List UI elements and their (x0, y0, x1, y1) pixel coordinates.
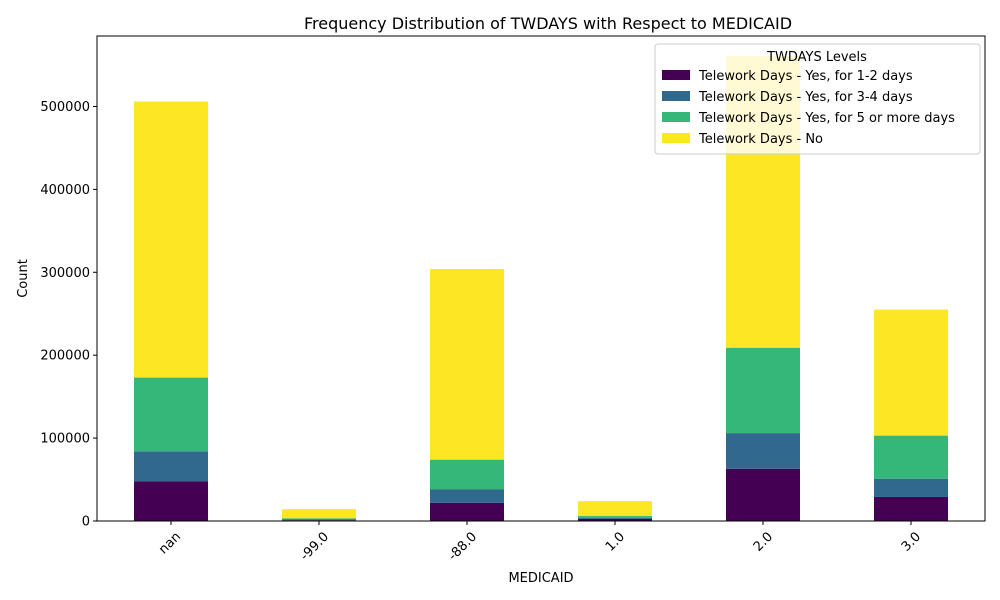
bar-segment (874, 435, 948, 479)
bar-segment (430, 502, 504, 521)
y-tick-label: 300000 (40, 266, 90, 281)
bar-segment (134, 481, 208, 521)
legend-swatch (662, 133, 690, 143)
y-tick-label: 0 (82, 515, 90, 530)
bar-segment (282, 518, 356, 520)
x-tick-label: 1.0 (603, 529, 628, 554)
bar-segment (726, 468, 800, 521)
bar-segment (134, 377, 208, 452)
legend-label: Telework Days - Yes, for 3-4 days (698, 90, 913, 105)
y-tick-label: 200000 (40, 349, 90, 364)
bar-segment (134, 101, 208, 378)
legend: TWDAYS Levels Telework Days - Yes, for 1… (654, 43, 981, 155)
x-axis: nan -99.0 -88.0 1.0 2.0 3.0 (156, 521, 924, 564)
y-tick-label: 500000 (40, 100, 90, 115)
bar-segment (874, 309, 948, 436)
bar-segment (726, 433, 800, 469)
legend-box (654, 43, 981, 155)
y-axis: 0 100000 200000 300000 400000 500000 (40, 100, 97, 530)
bar-segment (430, 268, 504, 460)
bar-segment (134, 451, 208, 482)
y-tick-label: 100000 (40, 432, 90, 447)
legend-title: TWDAYS Levels (766, 50, 867, 65)
x-tick-label: -88.0 (446, 529, 480, 563)
x-tick-label: -99.0 (298, 529, 332, 563)
bar-segment (578, 518, 652, 521)
legend-swatch (662, 112, 690, 122)
x-axis-title: MEDICAID (508, 571, 573, 586)
bar-segment (578, 516, 652, 518)
bar-segment (282, 519, 356, 521)
legend-swatch (662, 70, 690, 80)
bars-layer (134, 55, 948, 521)
bar-segment (874, 478, 948, 497)
legend-label: Telework Days - No (698, 132, 823, 147)
bar-segment (430, 489, 504, 503)
bar-segment (430, 459, 504, 490)
legend-label: Telework Days - Yes, for 5 or more days (698, 111, 955, 126)
x-tick-label: nan (156, 529, 184, 557)
bar-segment (874, 496, 948, 521)
legend-items: Telework Days - Yes, for 1-2 days Telewor… (662, 69, 955, 147)
plot-frame (96, 35, 986, 522)
bar-segment (282, 509, 356, 519)
x-tick-label: 2.0 (751, 529, 776, 554)
legend-swatch (662, 91, 690, 101)
bar-segment (578, 501, 652, 517)
y-tick-label: 400000 (40, 183, 90, 198)
legend-label: Telework Days - Yes, for 1-2 days (698, 69, 913, 84)
chart-title: Frequency Distribution of TWDAYS with Re… (304, 14, 792, 33)
y-axis-title: Count (16, 259, 31, 298)
x-tick-label: 3.0 (899, 529, 924, 554)
bar-segment (578, 517, 652, 519)
bar-segment (726, 347, 800, 434)
